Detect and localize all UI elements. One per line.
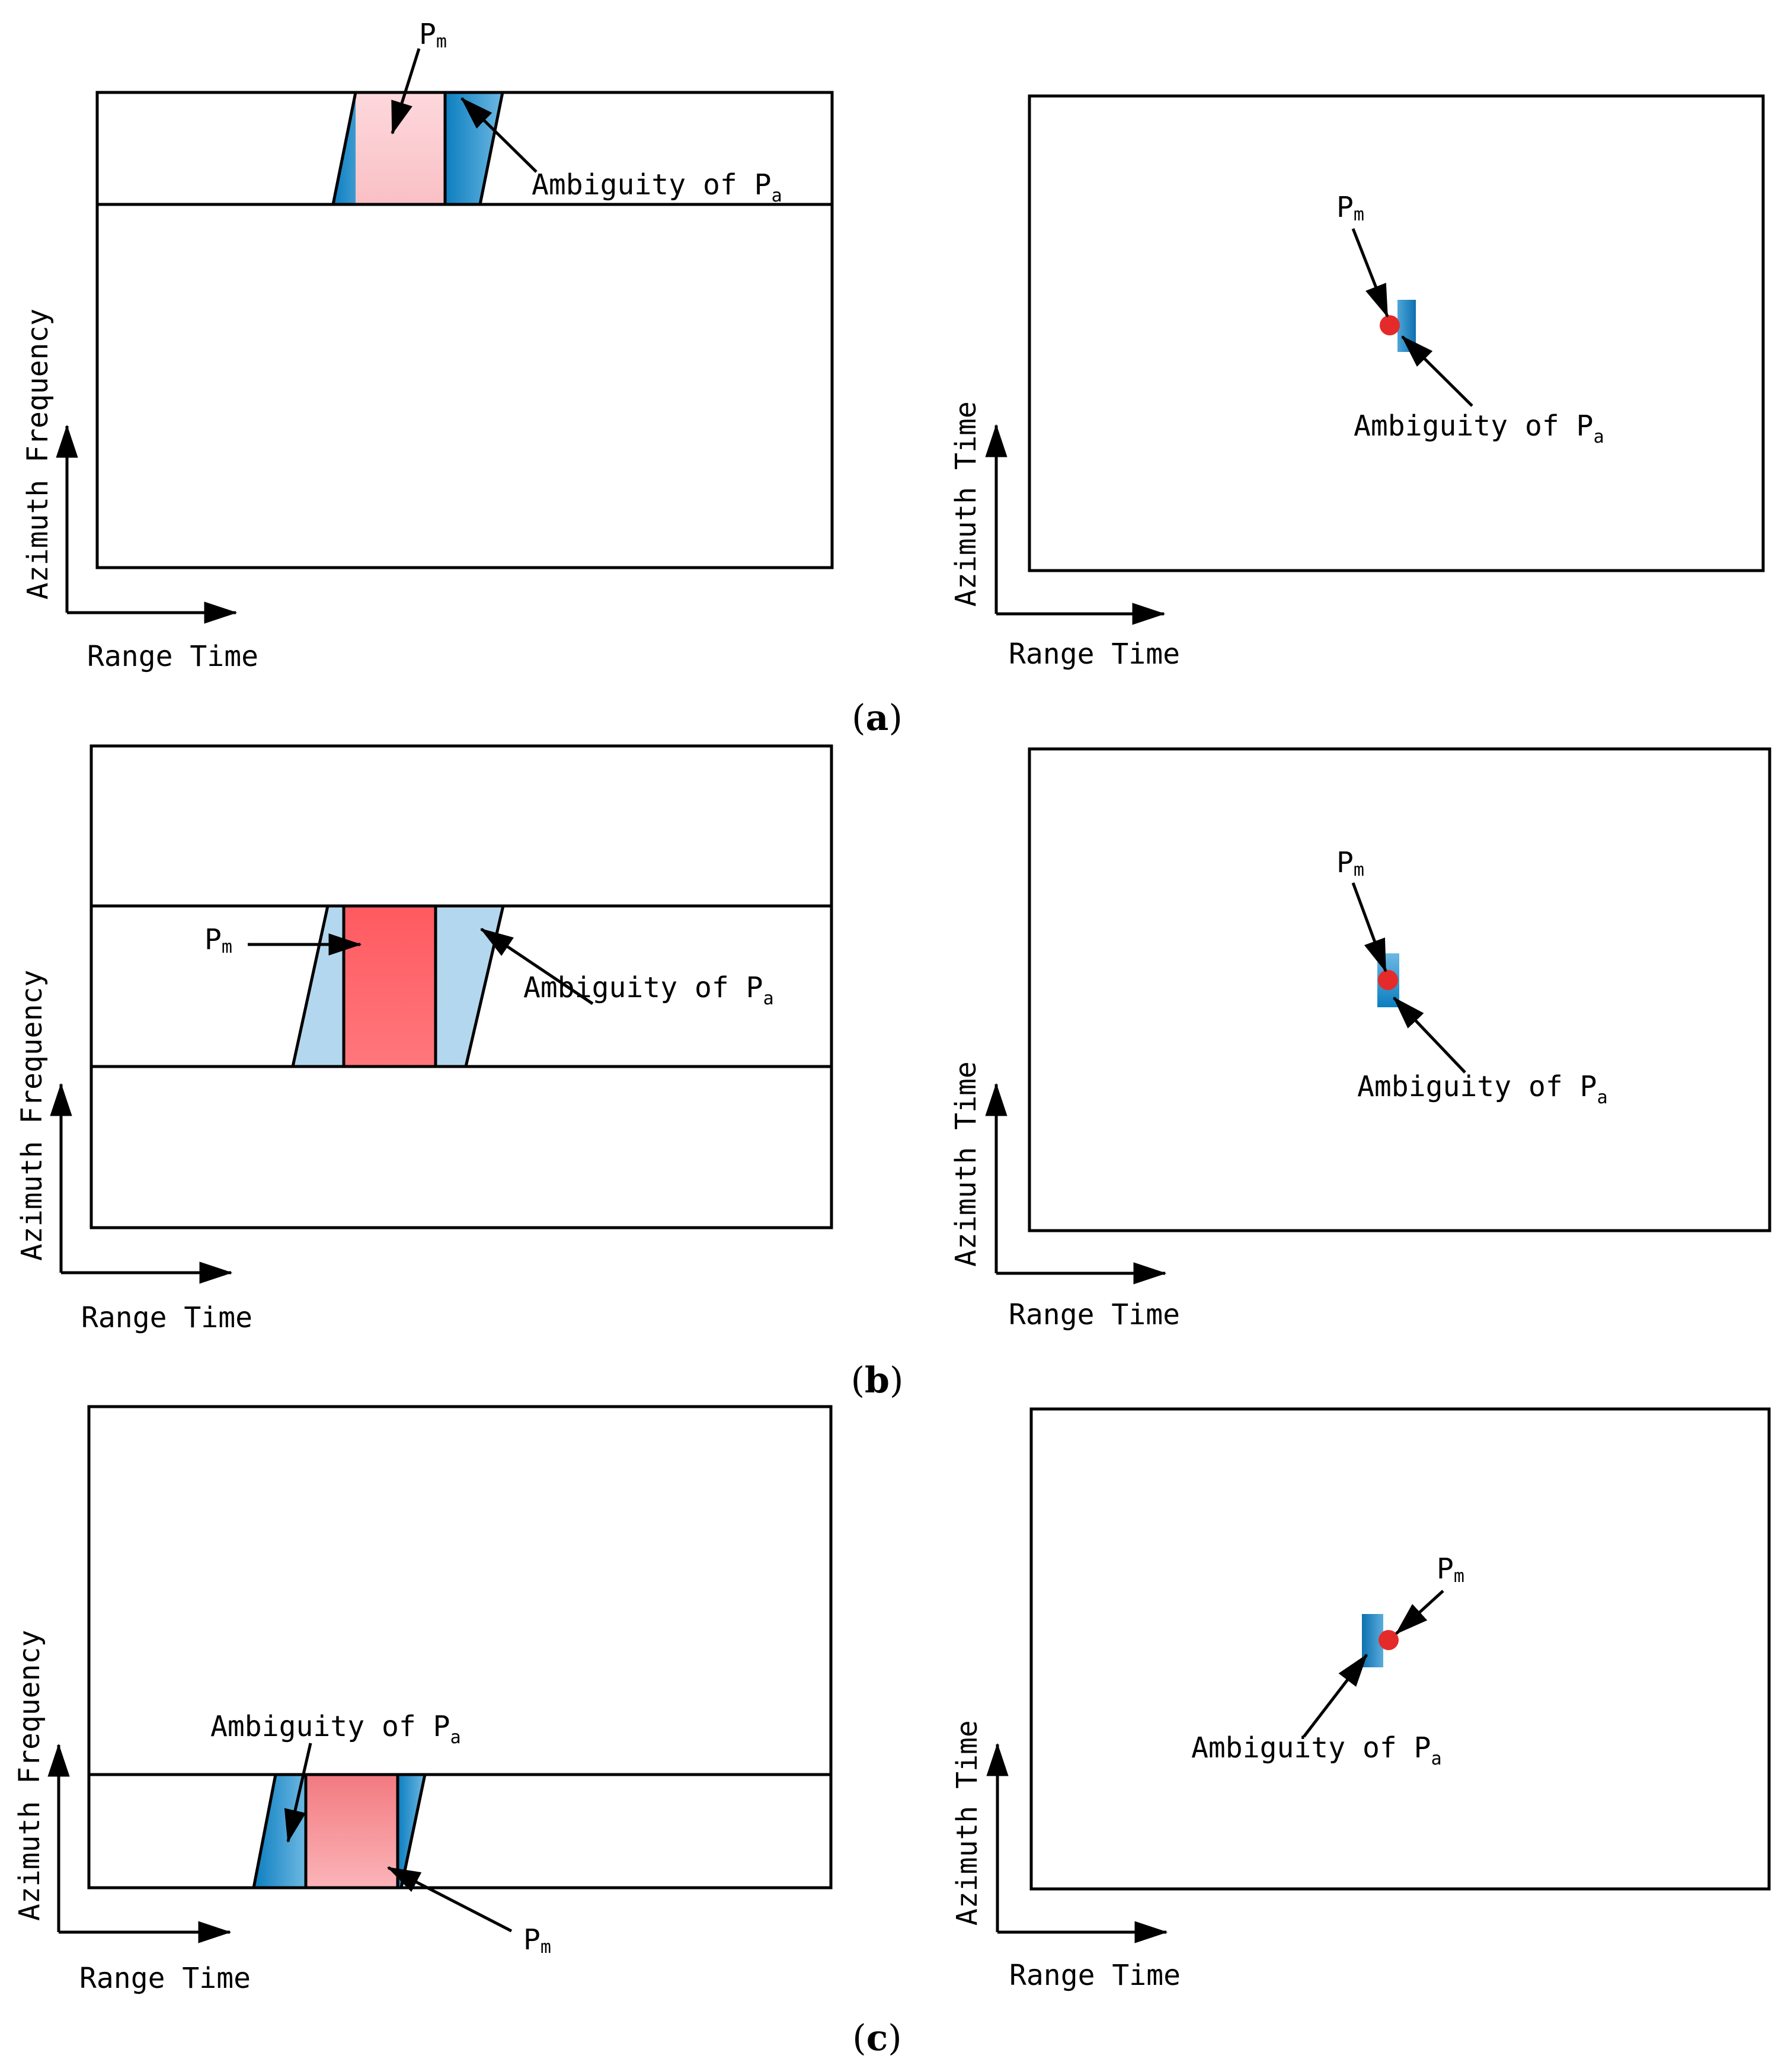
y-axis-label: Azimuth Time (951, 1720, 984, 1926)
region-outline-left (252, 1774, 277, 1888)
ambiguity-arrow (480, 927, 594, 1005)
spectrum-frame (89, 744, 833, 1229)
ambiguity-label: Ambiguity of Pa (523, 971, 774, 1009)
x-axis-label: Range Time (87, 640, 258, 673)
x-axis-label: Range Time (1009, 1959, 1181, 1992)
panel-a-right: Pm Ambiguity of Pa Range Time Azimuth Ti… (949, 94, 1765, 671)
spectrum-frame (95, 91, 834, 569)
x-axis-label: Range Time (79, 1962, 251, 1995)
image-frame (1029, 1407, 1771, 1891)
pm-label: Pm (419, 18, 447, 52)
main-target-region (306, 1775, 398, 1888)
ambiguity-label: Ambiguity of Pa (1191, 1731, 1442, 1769)
pm-label: Pm (1336, 191, 1364, 225)
x-axis-label: Range Time (81, 1301, 252, 1334)
target-point (1378, 970, 1398, 990)
ambiguity-patch (1397, 300, 1416, 352)
region-outline-left (291, 905, 330, 1067)
y-axis-label: Azimuth Frequency (15, 970, 49, 1261)
pm-label: Pm (204, 923, 232, 957)
x-axis-label: Range Time (1009, 638, 1180, 671)
ambiguity-label: Ambiguity of Pa (210, 1710, 461, 1748)
ambiguity-arrow (284, 1743, 312, 1843)
image-frame (1028, 94, 1765, 572)
ambiguity-label: Ambiguity of Pa (532, 168, 782, 206)
pm-arrow (1351, 882, 1387, 973)
pm-label: Pm (523, 1923, 551, 1958)
pm-arrow (386, 1866, 513, 1933)
region-outline (331, 92, 357, 205)
ambiguity-label: Ambiguity of Pa (1354, 409, 1604, 447)
ambiguity-arrow (460, 97, 538, 173)
ambiguity-arrow (1303, 1654, 1368, 1738)
panel-c-right: Pm Ambiguity of Pa Range Time Azimuth Ti… (951, 1407, 1771, 1992)
ambiguity-arrow (1393, 997, 1466, 1074)
target-point (1380, 315, 1400, 335)
ambiguity-band-left (254, 1775, 306, 1888)
panel-b-right: Pm Ambiguity of Pa Range Time Azimuth Ti… (949, 747, 1771, 1331)
y-axis-label: Azimuth Frequency (21, 309, 55, 600)
ambiguity-arrow (1401, 335, 1473, 407)
caption-c: (c) (852, 2017, 901, 2059)
panel-a-left: Pm Ambiguity of Pa Range Time Azimuth Fr… (21, 18, 834, 673)
spectrum-frame (87, 1405, 833, 1890)
ambiguity-label: Ambiguity of Pa (1357, 1070, 1608, 1108)
target-point (1379, 1630, 1399, 1650)
panel-c-left: Ambiguity of Pa Pm Range Time Azimuth Fr… (13, 1405, 833, 1995)
pm-label: Pm (1437, 1552, 1464, 1587)
y-axis-label: Azimuth Time (949, 401, 983, 607)
y-axis-label: Azimuth Time (949, 1061, 983, 1267)
main-target-region (344, 906, 436, 1067)
x-axis-label: Range Time (1009, 1298, 1180, 1331)
region-outline-right (478, 92, 504, 205)
caption-b: (b) (851, 1360, 904, 1401)
image-frame (1028, 747, 1771, 1232)
pm-arrow (1395, 1590, 1444, 1635)
y-axis-label: Azimuth Frequency (13, 1630, 46, 1921)
pm-arrow (1351, 228, 1389, 318)
panel-b-left: Pm Ambiguity of Pa Range Time Azimuth Fr… (15, 744, 833, 1334)
pm-arrow (391, 48, 421, 135)
caption-a: (a) (852, 697, 903, 739)
pm-label: Pm (1336, 846, 1364, 880)
